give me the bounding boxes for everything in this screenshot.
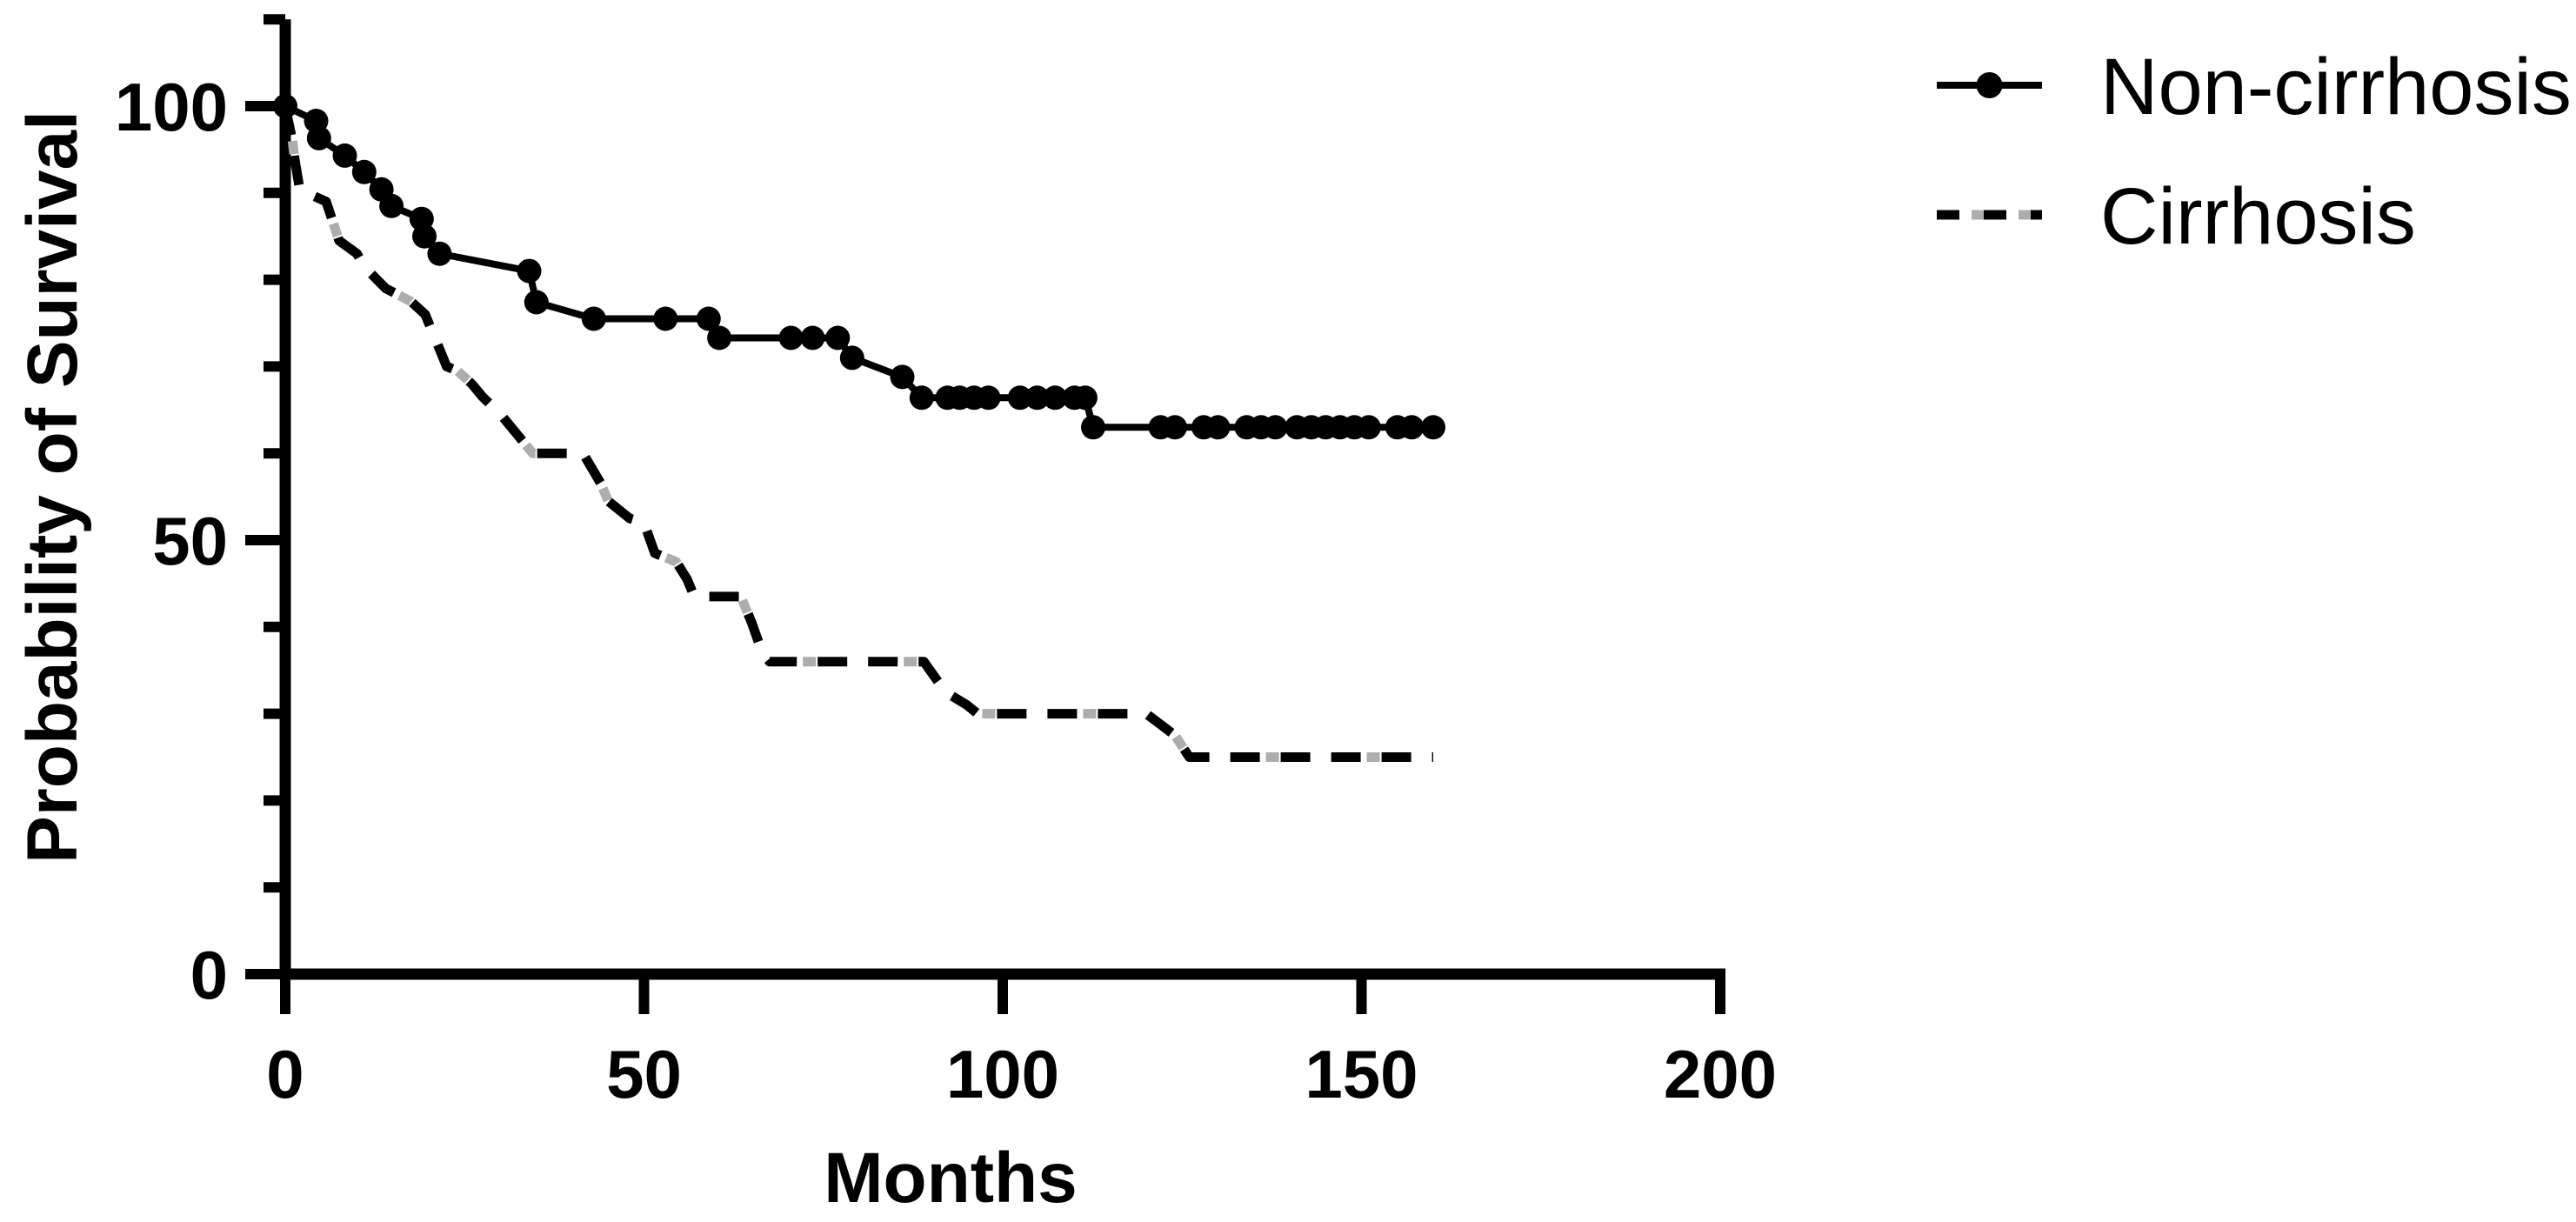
data-point-marker: [800, 325, 825, 351]
data-point-marker: [825, 325, 851, 351]
data-point-marker: [1072, 385, 1098, 411]
data-point-marker: [1356, 415, 1381, 440]
legend-label: Cirrhosis: [2100, 172, 2416, 261]
y-tick-label: 50: [152, 503, 228, 579]
data-point-marker: [1421, 415, 1445, 440]
data-point-marker: [1024, 385, 1050, 411]
survival-line-solid: [284, 103, 1433, 431]
y-tick-label: 0: [190, 937, 228, 1013]
data-point-marker: [332, 143, 357, 168]
series-non-cirrhosis: [273, 94, 1445, 440]
y-tick-label: 100: [115, 69, 228, 145]
data-point-marker: [581, 306, 606, 331]
data-point-marker: [909, 385, 934, 411]
data-point-marker: [1205, 415, 1231, 440]
data-point-marker: [1007, 385, 1032, 411]
survival-line-dashed-black: [280, 104, 1433, 762]
tick-label-group: 0 50 100 0 50 100 150 200: [115, 69, 1777, 1112]
data-point-marker: [653, 306, 678, 331]
legend-item-cirrhosis: Cirrhosis: [1937, 172, 2416, 261]
axes-group: [245, 14, 1725, 1014]
data-point-marker: [427, 241, 452, 266]
x-tick-label: 150: [1305, 1036, 1418, 1112]
legend-item-non-cirrhosis: Non-cirrhosis: [1937, 43, 2572, 131]
data-point-marker: [778, 325, 804, 351]
data-point-marker: [412, 224, 437, 249]
x-tick-label: 100: [946, 1036, 1059, 1112]
x-axis-title: Months: [824, 1139, 1077, 1218]
x-tick-label: 0: [266, 1036, 304, 1112]
data-point-marker: [976, 385, 1001, 411]
axis-title-group: Months Probability of Survival: [13, 110, 1078, 1218]
data-point-marker: [839, 345, 864, 371]
legend-dot-marker: [1976, 72, 2003, 98]
data-point-marker: [306, 125, 331, 150]
data-point-marker: [1263, 415, 1288, 440]
data-point-marker: [524, 290, 549, 315]
data-point-marker: [707, 325, 732, 351]
series-group: [273, 94, 1445, 762]
data-point-marker: [351, 159, 377, 184]
data-point-marker: [696, 306, 721, 331]
data-point-marker: [890, 364, 915, 390]
data-point-marker: [517, 258, 542, 284]
data-point-marker: [1163, 415, 1187, 440]
legend-label: Non-cirrhosis: [2100, 43, 2572, 131]
data-point-marker: [1081, 415, 1105, 440]
data-point-marker: [1043, 385, 1068, 411]
series-cirrhosis: [280, 104, 1433, 762]
data-point-marker: [379, 193, 404, 218]
data-point-marker: [1399, 415, 1425, 440]
x-tick-label: 50: [606, 1036, 682, 1112]
x-tick-label: 200: [1664, 1036, 1777, 1112]
legend-group: Non-cirrhosis Cirrhosis: [1937, 43, 2572, 261]
y-axis-title: Probability of Survival: [13, 110, 92, 864]
